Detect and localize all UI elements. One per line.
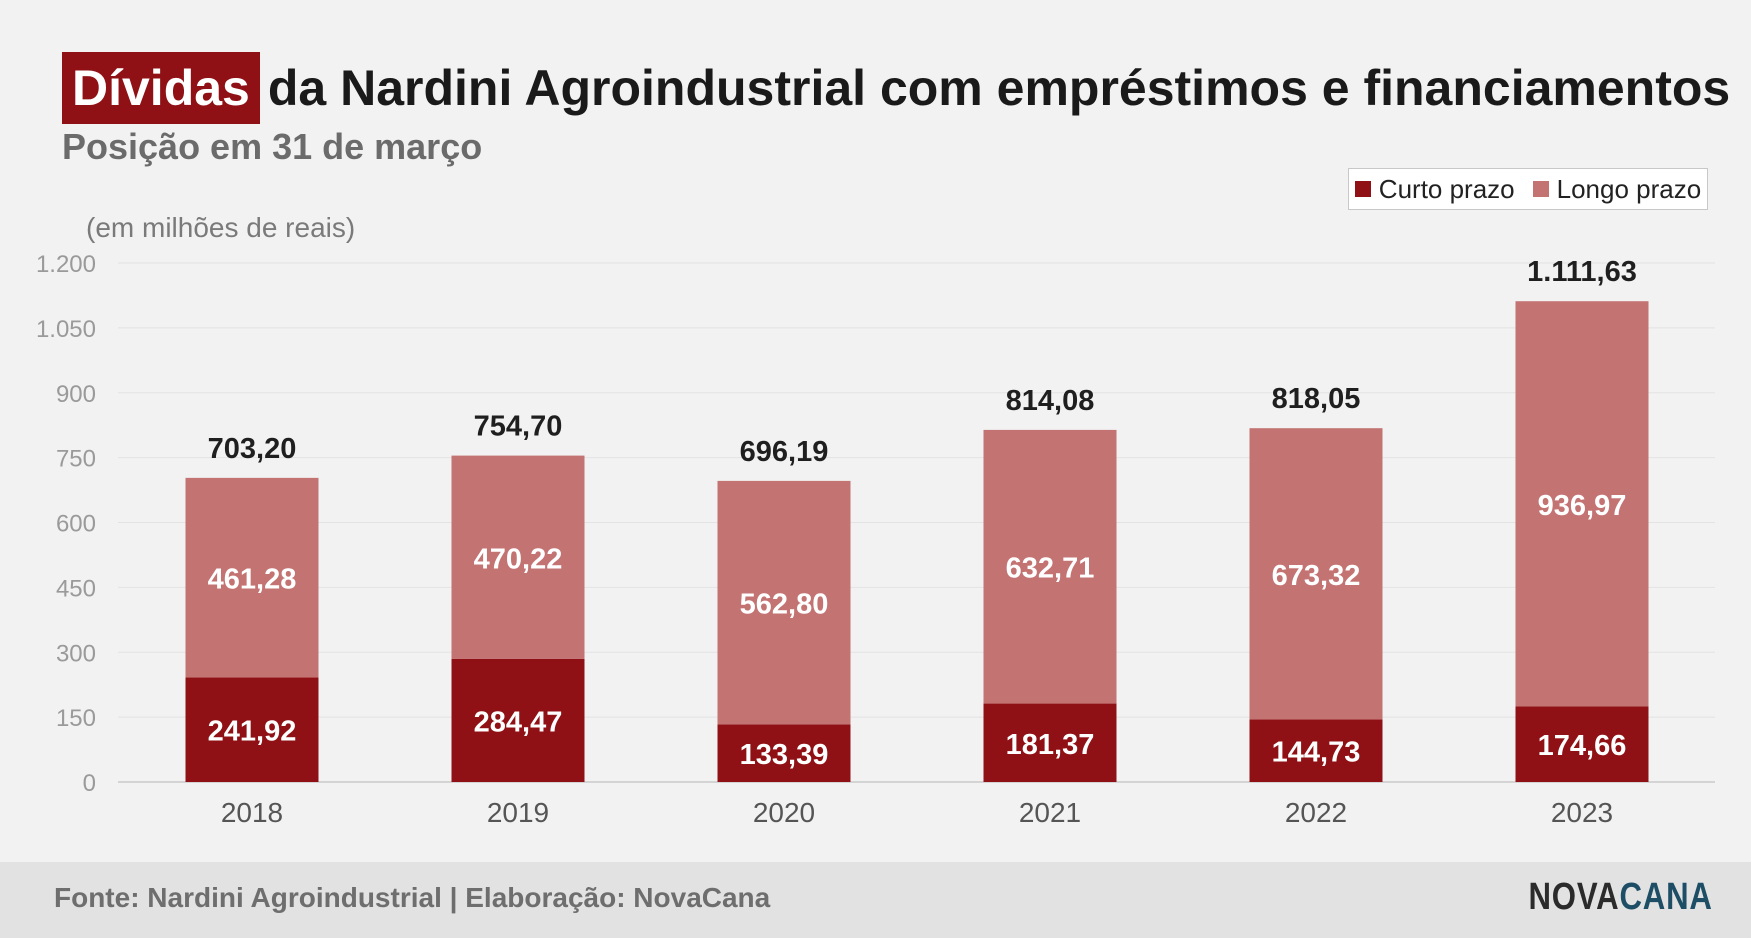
bar-short-2018 — [185, 677, 319, 782]
title-rest: da Nardini Agroindustrial com empréstimo… — [267, 60, 1731, 116]
y-tick-label-300: 300 — [56, 640, 96, 667]
legend-label-long-term: Longo prazo — [1556, 173, 1702, 204]
bar-short-2019 — [451, 658, 585, 782]
total-label-2019: 754,70 — [474, 411, 563, 443]
x-tick-label-2019: 2019 — [487, 797, 549, 828]
legend-swatch-short-term — [1354, 181, 1371, 197]
x-tick-label-2022: 2022 — [1285, 797, 1347, 828]
value-label-long-2018: 461,28 — [208, 564, 297, 596]
bar-long-2018 — [185, 477, 319, 678]
y-tick-label-900: 900 — [56, 381, 96, 408]
x-tick-label-2020: 2020 — [753, 797, 815, 828]
value-label-long-2022: 673,32 — [1272, 560, 1361, 592]
novacana-logo: NOVACANA — [1529, 876, 1713, 919]
value-label-long-2023: 936,97 — [1538, 490, 1627, 522]
total-label-2020: 696,19 — [740, 436, 829, 468]
value-label-short-2021: 181,37 — [1006, 729, 1095, 761]
value-label-long-2019: 470,22 — [474, 543, 563, 575]
y-tick-label-750: 750 — [56, 446, 96, 473]
total-label-2022: 818,05 — [1272, 383, 1361, 415]
y-tick-label-1200: 1.200 — [36, 251, 96, 278]
x-tick-label-2018: 2018 — [221, 797, 283, 828]
logo-part-cana: CANA — [1619, 876, 1713, 918]
legend: Curto prazo Longo prazo — [1348, 168, 1708, 210]
y-axis-unit-label: (em milhões de reais) — [86, 212, 356, 243]
bar-short-2020 — [717, 724, 851, 782]
stacked-bar-chart: 0 150 300 450 600 750 900 1.050 1.200 241,92 461,2… — [36, 251, 1715, 828]
title-highlight: Dívidas — [62, 52, 260, 124]
bar-short-2021 — [983, 703, 1117, 782]
y-tick-label-150: 150 — [56, 705, 96, 732]
bar-short-2022 — [1249, 719, 1383, 782]
value-label-long-2021: 632,71 — [1006, 553, 1095, 585]
value-label-short-2018: 241,92 — [208, 716, 297, 748]
total-label-2023: 1.111,63 — [1527, 256, 1637, 288]
y-tick-label-0: 0 — [83, 770, 96, 797]
chart-subtitle: Posição em 31 de março — [62, 126, 483, 167]
bar-long-2020 — [717, 480, 851, 725]
y-tick-label-600: 600 — [56, 511, 96, 538]
bar-long-2022 — [1249, 428, 1383, 720]
value-label-short-2020: 133,39 — [740, 739, 829, 771]
total-label-2018: 703,20 — [208, 433, 297, 465]
value-label-short-2023: 174,66 — [1538, 730, 1627, 762]
footer: Fonte: Nardini Agroindustrial | Elaboraç… — [0, 862, 1751, 938]
x-tick-label-2023: 2023 — [1551, 797, 1613, 828]
total-label-2021: 814,08 — [1006, 385, 1095, 417]
bar-long-2019 — [451, 455, 585, 659]
source-note: Fonte: Nardini Agroindustrial | Elaboraç… — [54, 882, 771, 913]
legend-label-short-term: Curto prazo — [1378, 173, 1515, 204]
y-tick-label-1050: 1.050 — [36, 316, 96, 343]
value-label-short-2019: 284,47 — [474, 706, 563, 738]
logo-part-nova: NOVA — [1528, 876, 1620, 918]
value-label-long-2020: 562,80 — [740, 589, 829, 621]
legend-item-short-term: Curto prazo — [1354, 173, 1515, 205]
bar-long-2021 — [983, 429, 1117, 704]
y-tick-label-450: 450 — [56, 575, 96, 602]
chart-title: Dívidas da Nardini Agroindustrial com emp… — [62, 52, 1730, 124]
bar-long-2023 — [1515, 301, 1649, 707]
value-label-short-2022: 144,73 — [1272, 737, 1361, 769]
x-tick-label-2021: 2021 — [1019, 797, 1081, 828]
legend-swatch-long-term — [1532, 181, 1549, 197]
legend-item-long-term: Longo prazo — [1532, 173, 1702, 205]
bar-short-2023 — [1515, 706, 1649, 782]
